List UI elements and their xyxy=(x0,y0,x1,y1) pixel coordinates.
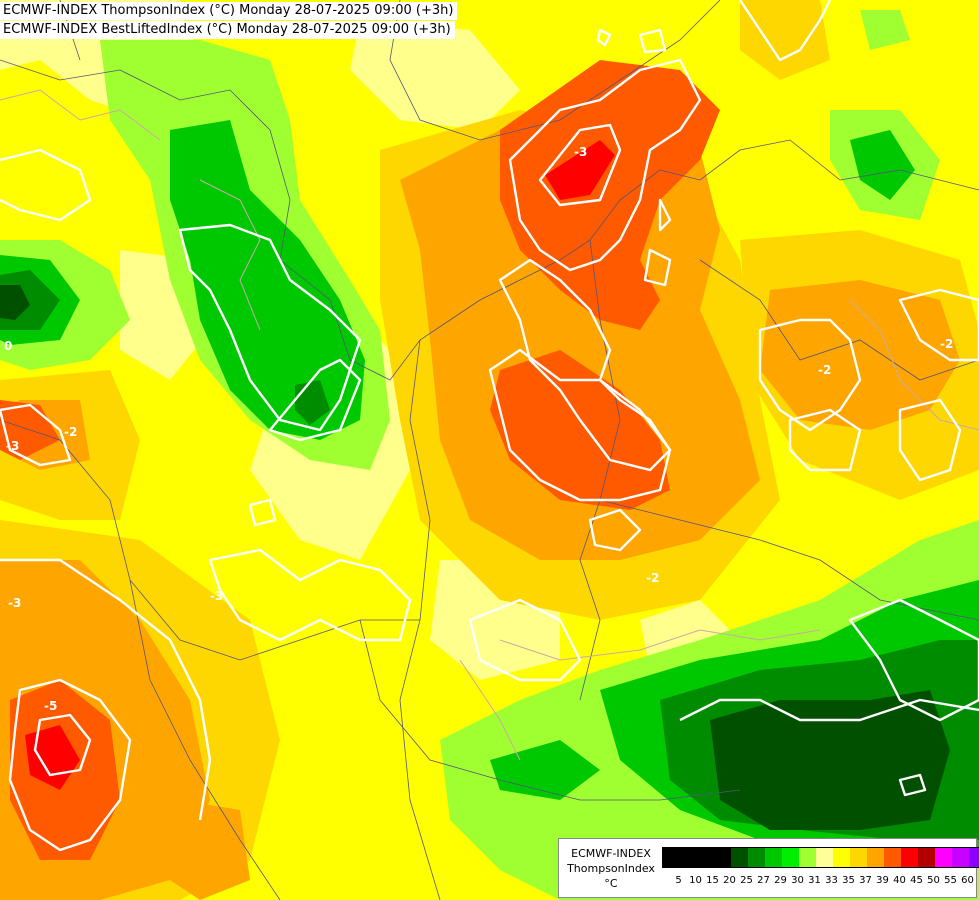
legend-swatch xyxy=(799,848,816,867)
legend-tick-label: 35 xyxy=(842,875,855,886)
contour-labels: -3 -3 -2 0 -3 -5 -2 -2 -3 -2 xyxy=(4,145,953,713)
legend-tick-label: 60 xyxy=(961,875,974,886)
legend-swatch xyxy=(833,848,850,867)
legend-tick-label: 40 xyxy=(893,875,906,886)
legend-swatch xyxy=(884,848,901,867)
legend-swatch xyxy=(850,848,867,867)
legend-swatches xyxy=(662,847,979,868)
contour-label: 0 xyxy=(4,339,12,353)
legend-swatch xyxy=(935,848,952,867)
legend-unit: °C xyxy=(604,877,618,890)
map-title-best-lifted-index: ECMWF-INDEX BestLiftedIndex (°C) Monday … xyxy=(0,21,455,39)
legend-tick-label: 33 xyxy=(825,875,838,886)
contour-label: -5 xyxy=(44,699,57,713)
contour-label: -3 xyxy=(6,439,19,453)
legend-tick-label: 5 xyxy=(675,875,682,886)
legend-tick-label: 27 xyxy=(757,875,770,886)
legend-swatch xyxy=(680,848,697,867)
legend-swatch xyxy=(765,848,782,867)
legend-tick-label: 45 xyxy=(910,875,923,886)
legend-swatch xyxy=(816,848,833,867)
legend-variable: ThompsonIndex xyxy=(567,862,655,875)
legend-tick-label: 30 xyxy=(791,875,804,886)
legend-tick-label: 31 xyxy=(808,875,821,886)
legend-tick-label: 29 xyxy=(774,875,787,886)
contour-label: -3 xyxy=(210,589,223,603)
legend-tick-label: 15 xyxy=(706,875,719,886)
contour-label: -2 xyxy=(64,425,77,439)
legend-swatch xyxy=(969,848,979,867)
contour-label: -2 xyxy=(940,337,953,351)
contour-lines xyxy=(0,0,979,852)
legend-swatch xyxy=(748,848,765,867)
legend-swatch xyxy=(731,848,748,867)
legend-tick-label: 25 xyxy=(740,875,753,886)
color-legend: ECMWF-INDEX ThompsonIndex °C 5 10 15 20 25 27… xyxy=(558,838,979,898)
legend-tick-spacer xyxy=(662,875,670,886)
legend-swatch xyxy=(663,848,680,867)
legend-swatch xyxy=(952,848,969,867)
contour-label: -2 xyxy=(818,363,831,377)
legend-swatch xyxy=(714,848,731,867)
regional-borders xyxy=(0,89,979,761)
legend-tick-label: 37 xyxy=(859,875,872,886)
legend-swatch xyxy=(867,848,884,867)
legend-source: ECMWF-INDEX xyxy=(571,847,651,860)
legend-swatch xyxy=(782,848,799,867)
legend-swatch xyxy=(901,848,918,867)
legend-tick-label: 10 xyxy=(689,875,702,886)
map-title-thompson-index: ECMWF-INDEX ThompsonIndex (°C) Monday 28… xyxy=(0,2,458,20)
legend-tick-label: 20 xyxy=(723,875,736,886)
legend-tick-label: 55 xyxy=(944,875,957,886)
contour-label: -2 xyxy=(646,571,659,585)
legend-tick-label: 50 xyxy=(927,875,940,886)
contour-label: -3 xyxy=(574,145,587,159)
legend-swatch xyxy=(697,848,714,867)
legend-ticks: 5 10 15 20 25 27 29 30 31 33 35 37 39 40 45 50 55 60 xyxy=(662,875,976,886)
contour-label: -3 xyxy=(8,596,21,610)
legend-tick-label: 39 xyxy=(876,875,889,886)
field-green-darkest xyxy=(0,285,950,830)
legend-swatch xyxy=(918,848,935,867)
field-red xyxy=(25,140,615,790)
